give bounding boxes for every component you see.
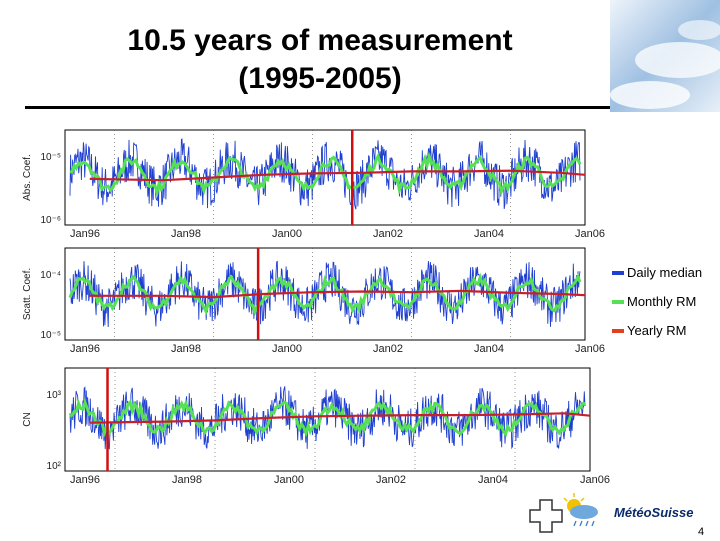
legend: Daily median Monthly RM Yearly RM (612, 258, 702, 345)
chart-0-series-daily-median (69, 138, 581, 210)
chart-2-x-tick-label: Jan00 (274, 474, 304, 486)
chart-2-x-tick-label: Jan06 (580, 474, 610, 486)
logo-text: MétéoSuisse (614, 505, 694, 520)
chart-0-x-tick-label: Jan00 (272, 228, 302, 240)
chart-1-x-tick-label: Jan98 (171, 343, 201, 355)
chart-1-series-daily-median (69, 260, 581, 328)
chart-1-y-tick-label: 10⁻⁵ (40, 330, 61, 341)
chart-2-x-tick-label: Jan96 (70, 474, 100, 486)
chart-0-x-tick-label: Jan06 (575, 228, 605, 240)
slide-title: 10.5 years of measurement (1995-2005) (60, 22, 580, 98)
chart-0-x-tick-label: Jan04 (474, 228, 504, 240)
chart-2-series-yearly-rm (89, 412, 591, 424)
chart-0-x-tick-label: Jan98 (171, 228, 201, 240)
chart-2-y-tick-label: 10³ (47, 390, 62, 401)
legend-swatch-monthly (612, 299, 624, 304)
swiss-cross-sun-icon (529, 493, 598, 533)
chart-2-series-monthly-rm (69, 397, 586, 439)
chart-1-series-monthly-rm (68, 272, 582, 316)
legend-item-daily: Daily median (612, 258, 702, 287)
chart-0-x-tick-label: Jan02 (373, 228, 403, 240)
chart-1-x-tick-label: Jan96 (70, 343, 100, 355)
legend-item-monthly: Monthly RM (612, 287, 702, 316)
legend-item-yearly: Yearly RM (612, 316, 702, 345)
chart-2-x-tick-label: Jan04 (478, 474, 508, 486)
chart-0-y-axis-label: Abs. Coef. (22, 154, 33, 201)
legend-label-monthly: Monthly RM (627, 294, 697, 309)
legend-swatch-daily (612, 270, 624, 275)
chart-2-y-axis-label: CN (22, 412, 33, 426)
page-number: 4 (698, 526, 705, 538)
legend-label-daily: Daily median (627, 265, 703, 280)
title-line-2: (1995-2005) (238, 62, 402, 95)
meteosuisse-logo: MétéoSuisse (528, 490, 708, 536)
chart-0-series-monthly-rm (69, 151, 582, 198)
chart-2-x-tick-label: Jan98 (172, 474, 202, 486)
chart-0-series-yearly-rm (89, 169, 586, 182)
chart-1-y-tick-label: 10⁻⁴ (40, 270, 61, 281)
chart-0-y-tick-label: 10⁻⁵ (40, 152, 61, 163)
legend-label-yearly: Yearly RM (627, 323, 687, 338)
chart-1-x-tick-label: Jan00 (272, 343, 302, 355)
chart-1-x-tick-label: Jan04 (474, 343, 504, 355)
chart-1-series-yearly-rm (89, 289, 586, 299)
chart-2-x-tick-label: Jan02 (376, 474, 406, 486)
title-line-1: 10.5 years of measurement (127, 24, 513, 57)
chart-1-x-tick-label: Jan06 (575, 343, 605, 355)
legend-swatch-yearly (612, 328, 624, 333)
chart-0-y-tick-label: 10⁻⁶ (40, 215, 61, 226)
timeseries-charts: Jan96 Jan98 Jan00 Jan02 Jan04 Jan06 10⁻⁵ 10⁻⁶ Ab… (22, 129, 610, 486)
chart-1-x-tick-label: Jan02 (373, 343, 403, 355)
sky-decoration (610, 0, 720, 112)
chart-1-y-axis-label: Scatt. Coef. (22, 268, 33, 320)
title-divider (25, 106, 615, 109)
chart-2-y-tick-label: 10² (47, 461, 62, 472)
chart-0-x-tick-label: Jan96 (70, 228, 100, 240)
